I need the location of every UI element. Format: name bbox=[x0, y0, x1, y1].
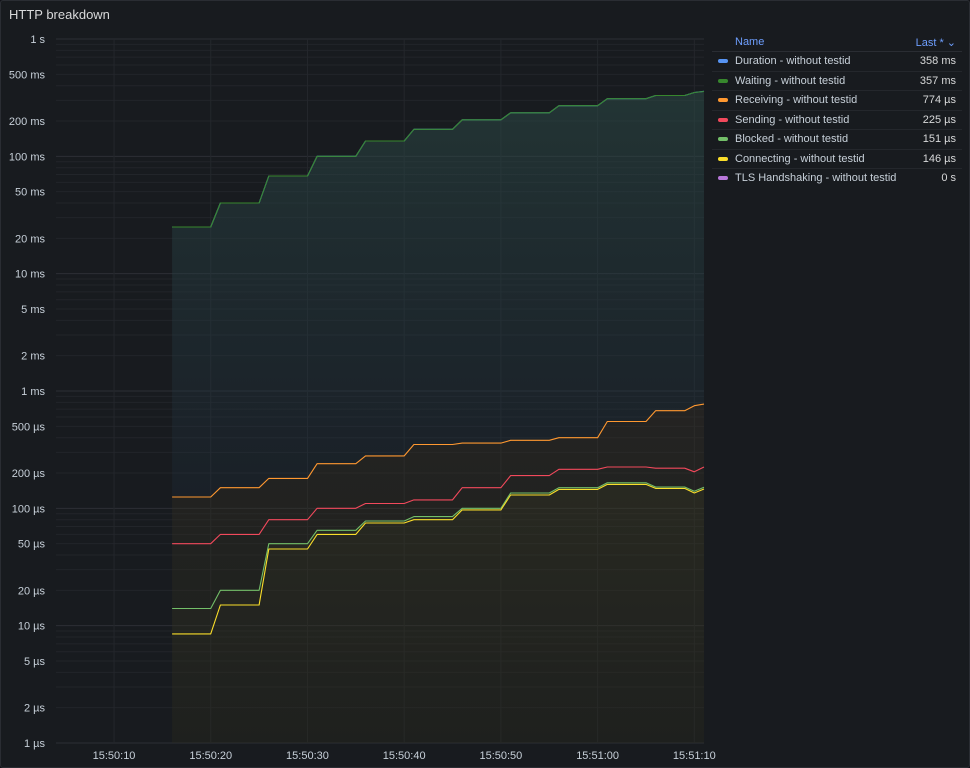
legend-item-name: Blocked - without testid bbox=[735, 133, 849, 146]
y-tick-label: 50 µs bbox=[18, 539, 46, 551]
legend-item-name: Sending - without testid bbox=[735, 113, 850, 126]
legend-header: Name Last * ⌄ bbox=[712, 33, 962, 52]
x-tick-label: 15:50:10 bbox=[93, 750, 136, 762]
series-color-swatch bbox=[718, 78, 728, 83]
area-fill-receiving bbox=[172, 404, 705, 609]
legend-item-value: 774 µs bbox=[922, 94, 956, 107]
legend-last-header[interactable]: Last * ⌄ bbox=[915, 36, 956, 49]
x-tick-label: 15:51:10 bbox=[673, 750, 716, 762]
y-tick-label: 10 ms bbox=[15, 269, 45, 281]
legend-item[interactable]: Waiting - without testid 357 ms bbox=[712, 72, 962, 91]
legend-item-value: 225 µs bbox=[922, 113, 956, 126]
series-color-swatch bbox=[718, 137, 728, 142]
legend-name-header[interactable]: Name bbox=[735, 36, 765, 48]
legend-item[interactable]: Connecting - without testid 146 µs bbox=[712, 150, 962, 169]
area-fill-blocked bbox=[172, 482, 705, 743]
y-tick-label: 20 µs bbox=[18, 585, 46, 597]
y-tick-label: 200 ms bbox=[9, 116, 46, 128]
series-color-swatch bbox=[718, 117, 728, 122]
legend-item-name: Waiting - without testid bbox=[735, 74, 846, 87]
y-tick-label: 1 ms bbox=[21, 386, 45, 398]
legend-item-value: 151 µs bbox=[922, 133, 956, 146]
series-lines bbox=[172, 90, 705, 635]
y-tick-label: 1 s bbox=[30, 34, 45, 46]
series-line bbox=[172, 466, 705, 545]
y-tick-label: 200 µs bbox=[12, 468, 46, 480]
legend-item-name: Connecting - without testid bbox=[735, 152, 865, 165]
x-tick-label: 15:50:40 bbox=[383, 750, 426, 762]
legend-item[interactable]: TLS Handshaking - without testid 0 s bbox=[712, 169, 962, 188]
legend-item[interactable]: Duration - without testid 358 ms bbox=[712, 52, 962, 72]
y-tick-label: 500 µs bbox=[12, 421, 46, 433]
legend-item-name: Receiving - without testid bbox=[735, 94, 858, 107]
y-tick-label: 500 ms bbox=[9, 69, 46, 81]
legend-item[interactable]: Blocked - without testid 151 µs bbox=[712, 130, 962, 150]
legend-item[interactable]: Sending - without testid 225 µs bbox=[712, 111, 962, 130]
legend-item-name: Duration - without testid bbox=[735, 55, 851, 68]
x-tick-label: 15:50:50 bbox=[479, 750, 522, 762]
y-tick-label: 5 ms bbox=[21, 304, 45, 316]
series-fills bbox=[172, 91, 705, 743]
legend-item-value: 358 ms bbox=[919, 55, 956, 68]
y-tick-label: 100 ms bbox=[9, 151, 46, 163]
legend-table: Name Last * ⌄ Duration - without testid … bbox=[712, 33, 962, 188]
y-axis-labels: 1 s 500 ms 200 ms 100 ms 50 ms 20 ms 10 ms 5 ms… bbox=[9, 34, 46, 750]
y-tick-label: 2 ms bbox=[21, 351, 45, 363]
y-tick-label: 100 µs bbox=[12, 503, 46, 515]
y-tick-label: 1 µs bbox=[24, 738, 46, 750]
y-tick-label: 10 µs bbox=[18, 621, 46, 633]
y-tick-label: 50 ms bbox=[15, 187, 45, 199]
series-color-swatch bbox=[718, 156, 728, 161]
series-line bbox=[172, 403, 705, 498]
x-axis-labels: 15:50:10 15:50:20 15:50:30 15:50:40 15:50:50… bbox=[93, 750, 716, 762]
legend-rows: Duration - without testid 358 ms Waiting… bbox=[712, 52, 962, 188]
x-tick-label: 15:50:20 bbox=[189, 750, 232, 762]
y-tick-label: 2 µs bbox=[24, 703, 46, 715]
series-color-swatch bbox=[718, 98, 728, 103]
legend-item-value: 146 µs bbox=[922, 152, 956, 165]
legend-item-value: 0 s bbox=[941, 172, 956, 185]
legend-item-name: TLS Handshaking - without testid bbox=[735, 172, 897, 185]
series-line bbox=[172, 483, 705, 635]
series-color-swatch bbox=[718, 59, 728, 64]
legend-item[interactable]: Receiving - without testid 774 µs bbox=[712, 91, 962, 111]
series-color-swatch bbox=[718, 176, 728, 181]
x-tick-label: 15:51:00 bbox=[576, 750, 619, 762]
legend-item-value: 357 ms bbox=[919, 74, 956, 87]
y-tick-label: 20 ms bbox=[15, 233, 45, 245]
panel-title: HTTP breakdown bbox=[9, 7, 110, 22]
series-line bbox=[172, 90, 705, 228]
y-tick-label: 5 µs bbox=[24, 656, 46, 668]
series-line bbox=[172, 482, 705, 610]
x-tick-label: 15:50:30 bbox=[286, 750, 329, 762]
area-fill-duration bbox=[172, 91, 705, 498]
